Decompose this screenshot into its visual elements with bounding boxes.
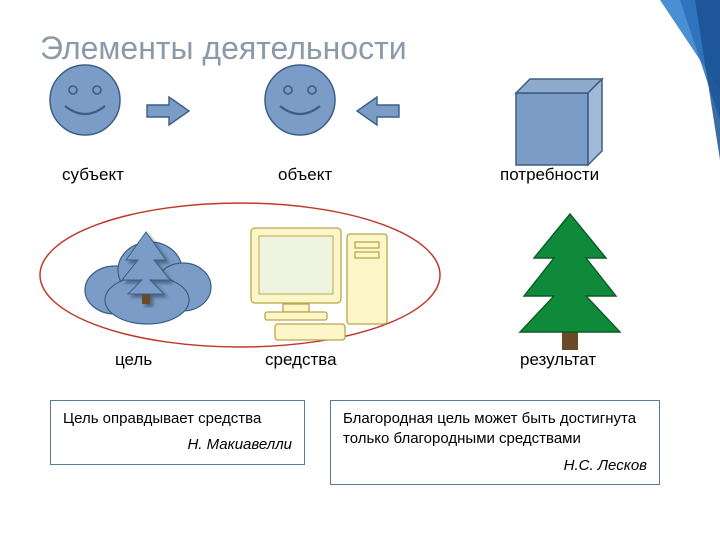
arrow-left-icon <box>355 95 401 127</box>
computer-icon <box>245 220 395 345</box>
cube-icon <box>510 75 610 170</box>
quote-1-author: Н. Макиавелли <box>63 435 292 455</box>
big-tree-icon <box>510 210 630 355</box>
quote-2-text: Благородная цель может быть достигнута т… <box>343 409 647 450</box>
subject-face-icon <box>45 60 125 140</box>
label-goal: цель <box>115 350 152 370</box>
small-tree-icon <box>118 230 174 308</box>
label-object: объект <box>278 165 332 185</box>
object-face-icon <box>260 60 340 140</box>
label-needs: потребности <box>500 165 599 185</box>
quote-box-1: Цель оправдывает средства Н. Макиавелли <box>50 400 305 465</box>
label-subject: субъект <box>62 165 124 185</box>
label-means: средства <box>265 350 337 370</box>
quote-box-2: Благородная цель может быть достигнута т… <box>330 400 660 485</box>
quote-1-text: Цель оправдывает средства <box>63 409 292 429</box>
arrow-right-icon <box>145 95 191 127</box>
label-result: результат <box>520 350 596 370</box>
corner-decoration <box>600 0 720 170</box>
quote-2-author: Н.С. Лесков <box>343 456 647 476</box>
